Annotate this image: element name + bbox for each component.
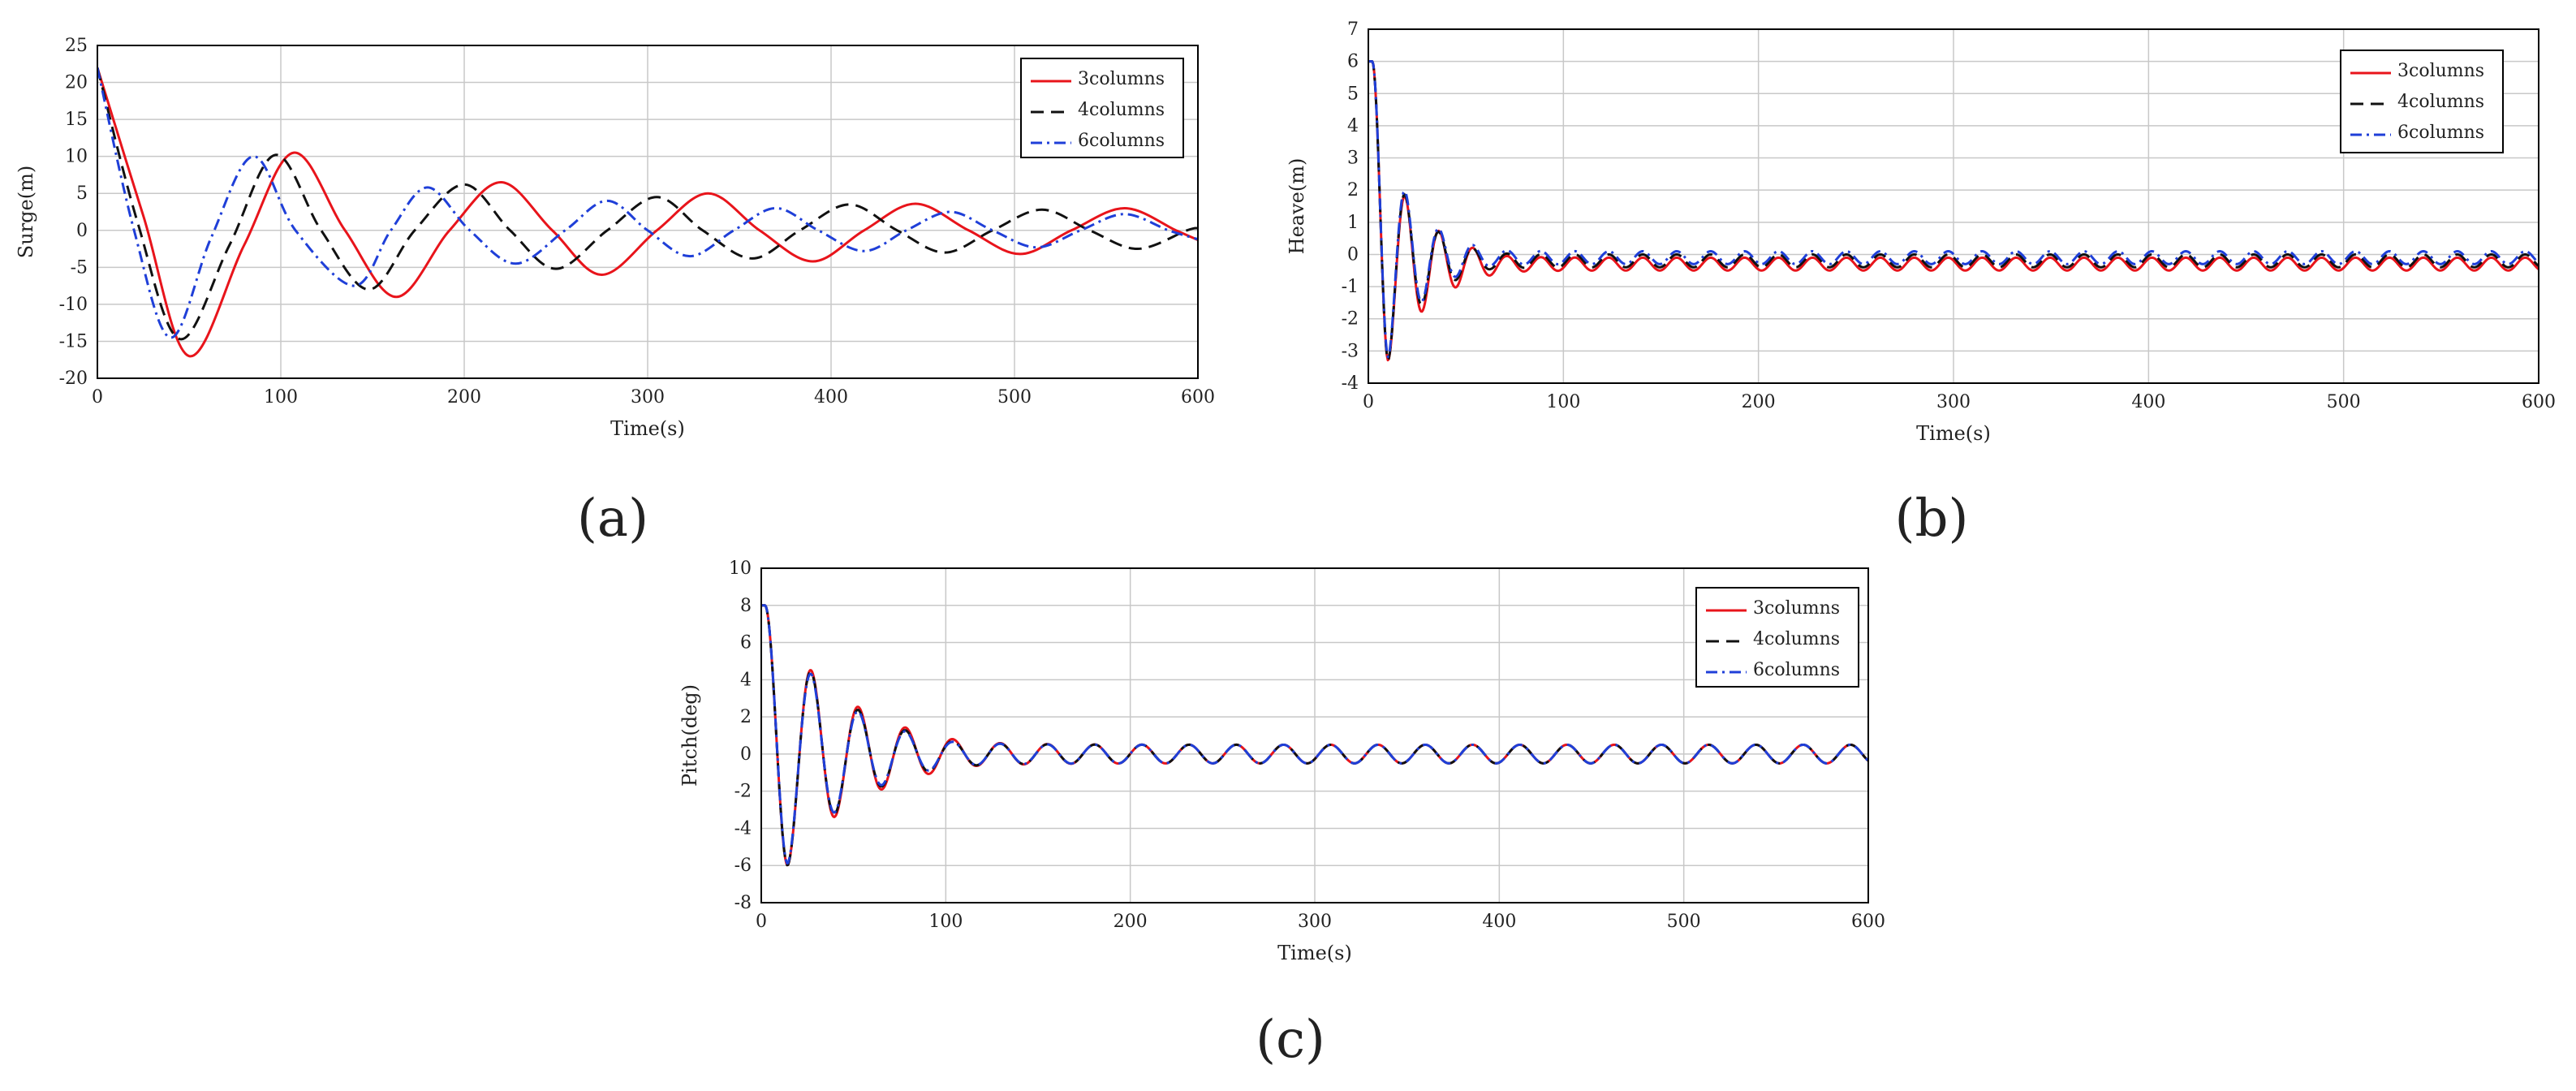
legend-label: 3columns bbox=[1078, 69, 1165, 89]
y-tick-label: 10 bbox=[729, 558, 752, 579]
y-tick-label: 20 bbox=[65, 73, 88, 93]
y-tick-label: 4 bbox=[740, 670, 752, 690]
x-tick-label: 400 bbox=[2131, 392, 2165, 412]
x-tick-label: 300 bbox=[1936, 392, 1971, 412]
y-tick-label: -4 bbox=[734, 818, 752, 839]
y-tick-label: -3 bbox=[1342, 341, 1359, 361]
legend-label: 4columns bbox=[1078, 100, 1165, 120]
x-axis-label: Time(s) bbox=[1916, 422, 1991, 445]
y-tick-label: 25 bbox=[65, 36, 88, 56]
y-tick-label: -20 bbox=[59, 369, 88, 389]
series-line-6columns bbox=[1368, 60, 2539, 359]
y-tick-label: -15 bbox=[59, 331, 88, 351]
series-group bbox=[97, 67, 1198, 358]
x-tick-label: 200 bbox=[1742, 392, 1776, 412]
x-tick-label: 200 bbox=[447, 387, 481, 408]
y-axis-label: Surge(m) bbox=[15, 166, 37, 258]
x-tick-label: 300 bbox=[1298, 912, 1332, 932]
x-axis-label: Time(s) bbox=[1277, 942, 1352, 964]
chart-panel-heave: 0 100 200 300 400 500 600 -4 -3 -2 -1 0 1 2 3 4 5 6 7 Time(… bbox=[1286, 19, 2556, 549]
x-axis-label: Time(s) bbox=[610, 417, 685, 440]
x-tick-label: 500 bbox=[2327, 392, 2361, 412]
y-tick-label: 2 bbox=[740, 707, 752, 727]
x-tick-label: 0 bbox=[756, 912, 767, 932]
y-axis-label: Heave(m) bbox=[1286, 158, 1308, 255]
y-axis-label: Pitch(deg) bbox=[678, 684, 701, 787]
y-tick-label: 6 bbox=[740, 633, 752, 653]
chart-panel-surge: 0 100 200 300 400 500 600 -20 -15 -10 -5 0 5 10 15 20 25… bbox=[15, 36, 1215, 549]
y-tick-label: 10 bbox=[65, 147, 88, 167]
legend-box bbox=[1695, 587, 1859, 688]
x-tick-label: 100 bbox=[928, 912, 963, 932]
legend: 3columns 4columns 6columns bbox=[1020, 58, 1184, 158]
y-tick-label: -2 bbox=[1342, 309, 1359, 330]
x-tick-label: 400 bbox=[1482, 912, 1516, 932]
y-tick-label: 2 bbox=[1347, 180, 1359, 201]
y-tick-label: 6 bbox=[1347, 52, 1359, 72]
panel-label: (a) bbox=[577, 489, 648, 549]
series-line-4columns bbox=[1368, 60, 2539, 362]
axes-frame bbox=[97, 45, 1199, 379]
x-tick-label: 0 bbox=[1363, 392, 1374, 412]
series-line-4columns bbox=[97, 67, 1198, 341]
series-line-3columns bbox=[97, 67, 1198, 358]
legend-label: 6columns bbox=[2397, 123, 2484, 143]
y-tick-label: 15 bbox=[65, 110, 88, 130]
panel-label: (c) bbox=[1256, 1010, 1325, 1070]
x-tick-label: 500 bbox=[997, 387, 1032, 408]
y-tick-label: -8 bbox=[734, 893, 752, 913]
x-tick-label: 300 bbox=[631, 387, 665, 408]
y-tick-label: 0 bbox=[1347, 244, 1359, 265]
y-tick-label: 7 bbox=[1347, 19, 1359, 40]
x-tick-label: 600 bbox=[2522, 392, 2556, 412]
y-tick-label: -5 bbox=[71, 257, 88, 278]
y-tick-label: 0 bbox=[740, 744, 752, 765]
panel-label: (b) bbox=[1895, 489, 1969, 549]
legend-label: 4columns bbox=[1753, 629, 1840, 649]
y-tick-label: 1 bbox=[1347, 213, 1359, 233]
series-line-3columns bbox=[1368, 60, 2539, 362]
series-group bbox=[761, 604, 1868, 867]
legend-label: 6columns bbox=[1078, 131, 1165, 151]
series-line-6columns bbox=[761, 604, 1868, 865]
y-tick-label: -1 bbox=[1342, 277, 1359, 297]
y-tick-label: 8 bbox=[740, 596, 752, 616]
y-tick-label: -4 bbox=[1342, 373, 1359, 394]
x-tick-label: 100 bbox=[264, 387, 298, 408]
chart-panel-pitch: 0 100 200 300 400 500 600 -8 -6 -4 -2 0 2 4 6 8 10 Time(s… bbox=[678, 558, 1885, 1070]
x-tick-label: 0 bbox=[92, 387, 103, 408]
y-tick-label: -6 bbox=[734, 856, 752, 876]
x-tick-label: 500 bbox=[1667, 912, 1701, 932]
axes-frame bbox=[1368, 28, 2539, 384]
legend-label: 3columns bbox=[1753, 598, 1840, 619]
x-tick-label: 600 bbox=[1851, 912, 1885, 932]
axes-frame bbox=[760, 567, 1869, 903]
series-group bbox=[1368, 60, 2539, 362]
x-tick-label: 200 bbox=[1114, 912, 1148, 932]
x-tick-label: 100 bbox=[1546, 392, 1580, 412]
x-tick-label: 400 bbox=[814, 387, 848, 408]
y-tick-label: -2 bbox=[734, 782, 752, 802]
series-line-6columns bbox=[97, 67, 1198, 339]
legend: 3columns 4columns 6columns bbox=[2340, 50, 2504, 153]
legend-label: 4columns bbox=[2397, 92, 2484, 112]
y-tick-label: 5 bbox=[76, 183, 88, 204]
y-tick-label: 3 bbox=[1347, 149, 1359, 169]
y-tick-label: 5 bbox=[1347, 84, 1359, 104]
y-tick-label: -10 bbox=[59, 295, 88, 315]
legend: 3columns 4columns 6columns bbox=[1695, 587, 1859, 688]
y-tick-label: 4 bbox=[1347, 116, 1359, 136]
x-tick-label: 600 bbox=[1181, 387, 1215, 408]
legend-label: 3columns bbox=[2397, 61, 2484, 81]
y-tick-label: 0 bbox=[76, 221, 88, 241]
legend-label: 6columns bbox=[1753, 660, 1840, 680]
legend-box bbox=[1020, 58, 1184, 158]
